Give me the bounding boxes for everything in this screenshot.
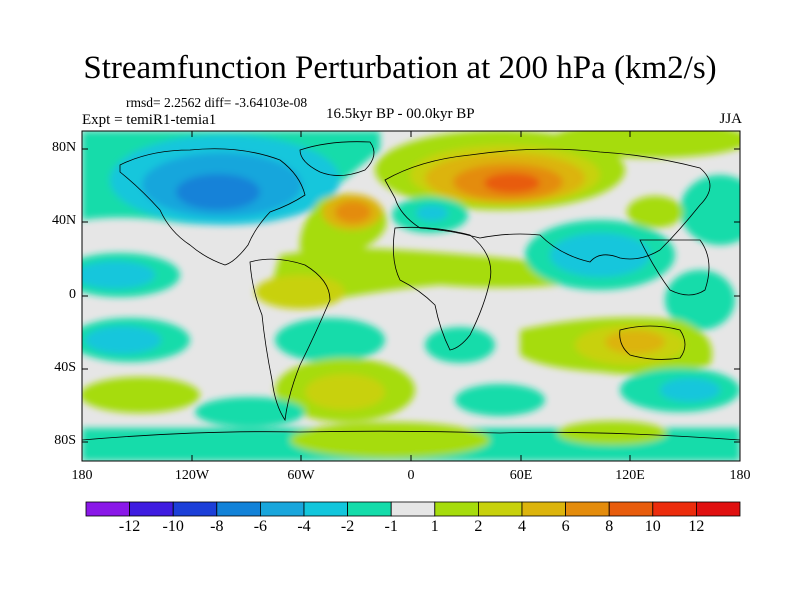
colorbar-swatch	[477, 501, 523, 517]
colorbar-swatch	[129, 501, 174, 517]
y-tick-label: 0	[69, 287, 76, 302]
colorbar-label: 8	[605, 518, 614, 535]
colorbar-swatch	[608, 501, 654, 517]
colorbar-label: -12	[118, 518, 141, 535]
colorbar-label: -8	[210, 518, 224, 535]
map-title: Streamfunction Perturbation at 200 hPa (…	[83, 50, 717, 86]
colorbar-label: -10	[162, 518, 184, 535]
colorbar-swatch	[696, 501, 741, 517]
colorbar-label: -4	[297, 518, 311, 535]
colorbar-swatch	[216, 501, 261, 517]
y-tick-label: 40S	[54, 360, 76, 375]
colorbar-swatch	[565, 501, 610, 517]
colorbar-label: 2	[474, 518, 483, 535]
colorbar-label: -6	[253, 518, 268, 535]
experiment-label: Expt = temiR1-temia1	[82, 112, 217, 128]
colorbar-swatch	[259, 501, 305, 517]
y-tick-label: 40N	[52, 213, 77, 228]
axis-ticks	[82, 131, 740, 461]
colorbar-swatch	[172, 501, 218, 517]
x-tick-label: 60E	[509, 468, 533, 483]
colorbar-swatch	[303, 501, 348, 517]
colorbar-label: 12	[688, 518, 705, 535]
colorbar-swatch	[390, 501, 436, 517]
y-tick-label: 80N	[52, 140, 77, 155]
colorbar-swatch	[521, 501, 566, 517]
x-tick-label: 120W	[174, 468, 210, 483]
colorbar-swatch	[347, 501, 392, 517]
period-label: 16.5kyr BP - 00.0kyr BP	[326, 106, 475, 122]
x-tick-label: 180	[729, 468, 751, 483]
x-tick-label: 0	[407, 468, 415, 483]
field-contours	[82, 131, 740, 461]
colorbar-label: 1	[430, 518, 439, 535]
x-tick-label: 180	[71, 468, 93, 483]
stats-label: rmsd= 2.2562 diff= -3.64103e-08	[126, 95, 308, 110]
colorbar-label: 10	[644, 518, 661, 535]
colorbar-swatch	[652, 501, 697, 517]
x-tick-label: 120E	[615, 468, 645, 483]
coastlines	[82, 141, 740, 441]
colorbar-swatch	[85, 501, 130, 517]
season-label: JJA	[719, 111, 742, 127]
colorbar-label: 4	[518, 518, 526, 535]
colorbar-label: 6	[561, 518, 570, 535]
colorbar-swatch	[434, 501, 479, 517]
x-tick-label: 60W	[287, 468, 315, 483]
y-tick-label: 80S	[54, 433, 76, 448]
colorbar-label: -2	[340, 518, 355, 535]
colorbar-label: -1	[384, 518, 398, 535]
